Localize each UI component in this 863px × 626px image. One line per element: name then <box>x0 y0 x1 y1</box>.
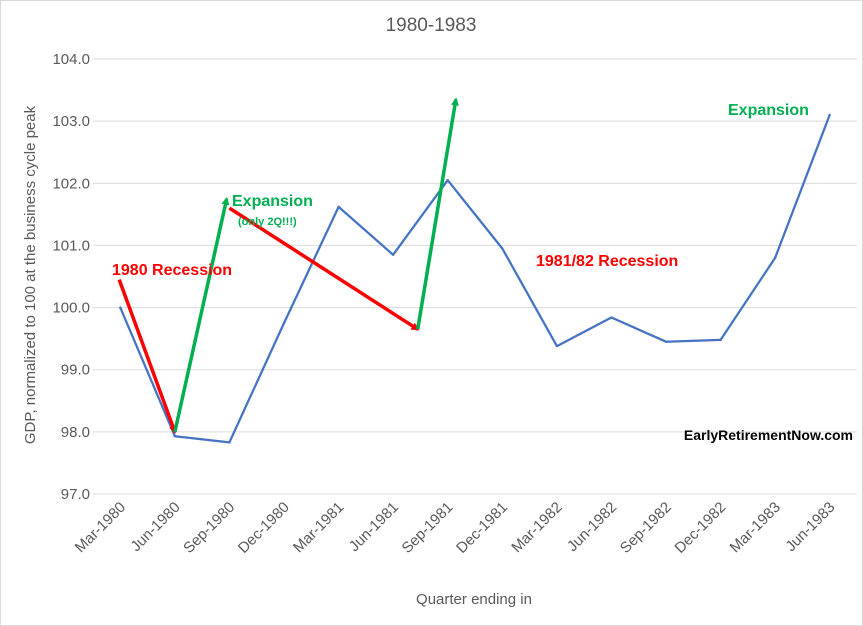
y-tick-label: 99.0 <box>61 362 90 379</box>
annotation-layer: 1980 Recession Expansion (only 2Q!!!) 19… <box>112 102 809 279</box>
data-point <box>446 178 449 182</box>
y-tick-label: 102.0 <box>52 175 90 192</box>
data-point <box>773 256 777 260</box>
x-tick-label: Jun-1982 <box>564 499 620 555</box>
data-point <box>501 247 504 250</box>
data-point <box>610 316 613 319</box>
watermark: EarlyRetirementNow.com <box>684 427 853 443</box>
annotation-expansion-1: Expansion <box>232 193 313 210</box>
data-point <box>282 321 286 325</box>
x-tick-labels: Mar-1980Jun-1980Sep-1980Dec-1980Mar-1981… <box>72 499 839 557</box>
annotation-1980-recession: 1980 Recession <box>112 262 232 279</box>
series-layer <box>119 113 831 444</box>
data-point <box>173 435 177 438</box>
x-tick-label: Sep-1981 <box>399 499 457 557</box>
y-tick-labels: 97.0 98.0 99.0 100.0 101.0 102.0 103.0 104.0 <box>52 51 90 503</box>
data-point <box>664 340 668 343</box>
annotation-1981-82-recession: 1981/82 Recession <box>536 253 678 270</box>
y-tick-label: 98.0 <box>61 424 90 441</box>
annotation-arrow-0 <box>117 279 177 434</box>
chart-title: 1980-1983 <box>386 15 477 36</box>
y-tick-label: 104.0 <box>52 51 90 68</box>
y-tick-label: 97.0 <box>61 486 90 503</box>
arrow-layer <box>117 97 459 434</box>
y-tick-label: 103.0 <box>52 113 90 130</box>
x-tick-label: Mar-1981 <box>290 499 347 556</box>
data-point <box>119 306 122 309</box>
x-tick-label: Jun-1981 <box>346 499 402 555</box>
data-point <box>228 441 231 444</box>
x-tick-label: Mar-1982 <box>508 499 565 556</box>
x-tick-label: Sep-1982 <box>617 499 675 557</box>
y-tick-label: 100.0 <box>52 300 90 317</box>
annotation-expansion-2: Expansion <box>728 102 809 119</box>
x-tick-label: Jun-1983 <box>782 499 838 555</box>
x-tick-label: Sep-1980 <box>180 499 238 557</box>
annotation-only-2q: (only 2Q!!!) <box>238 216 297 228</box>
annotation-arrow-1 <box>173 196 230 433</box>
data-point <box>337 205 340 209</box>
data-point <box>555 344 559 348</box>
x-tick-label: Dec-1980 <box>235 499 293 557</box>
x-tick-label: Dec-1981 <box>453 499 511 557</box>
x-tick-label: Dec-1982 <box>671 499 729 557</box>
x-tick-label: Mar-1983 <box>727 499 784 556</box>
data-point <box>719 338 722 342</box>
y-axis-title: GDP, normalized to 100 at the business c… <box>22 105 39 444</box>
data-point <box>828 113 831 117</box>
annotation-arrow-3 <box>415 97 459 330</box>
data-point <box>391 253 395 256</box>
series-line-0 <box>119 114 831 444</box>
x-tick-label: Mar-1980 <box>72 499 129 556</box>
annotation-arrow-2 <box>228 206 420 331</box>
grid-layer <box>93 58 857 495</box>
x-tick-label: Jun-1980 <box>127 499 183 555</box>
y-tick-label: 101.0 <box>52 237 90 254</box>
x-axis-title: Quarter ending in <box>416 591 532 608</box>
